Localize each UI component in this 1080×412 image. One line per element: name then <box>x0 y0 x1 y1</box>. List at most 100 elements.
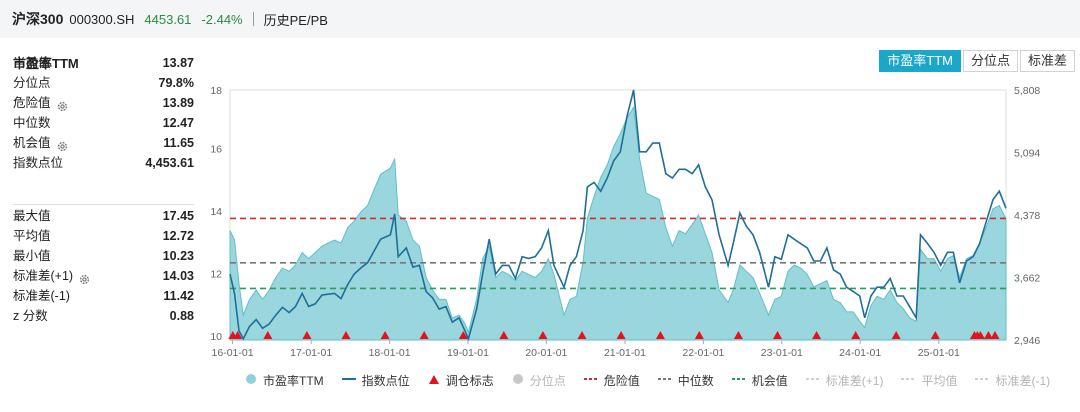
legend-label: 分位点 <box>529 374 566 388</box>
x-tick-label: 21-01-01 <box>604 347 646 359</box>
legend-symbol-icon <box>341 373 356 388</box>
y-right-tick-label: 5,808 <box>1014 85 1040 97</box>
stat-row: 当前值 13.87 <box>13 53 194 73</box>
stat-row: 标准差(+1) 14.03 <box>13 266 194 286</box>
rebalance-marker <box>694 331 704 339</box>
stat-label-text: z 分数 <box>13 309 48 323</box>
legend-item[interactable]: 平均值 <box>901 372 957 389</box>
tab-percentile[interactable]: 分位点 <box>962 50 1018 72</box>
stat-label-text: 分位点 <box>13 76 51 90</box>
stat-value: 12.72 <box>162 229 194 243</box>
pe-chart: 10 12 14 16 18 2,946 3,662 4,378 5,094 5,808 16-01… <box>210 85 1040 359</box>
tab-std-dev[interactable]: 标准差 <box>1019 50 1075 72</box>
y-right-tick-label: 4,378 <box>1014 210 1040 222</box>
stat-row: 最大值 17.45 <box>13 206 194 226</box>
tab-pe-ttm[interactable]: 市盈率TTM <box>879 50 961 72</box>
legend-symbol-icon <box>245 373 257 388</box>
y-right-tick-label: 2,946 <box>1014 335 1040 347</box>
header-bar: 沪深300 000300.SH 4453.61 -2.44% 历史PE/PB <box>0 0 1080 38</box>
stat-row: 中位数 12.47 <box>13 113 194 133</box>
rebalance-marker <box>233 331 243 339</box>
stat-label-text: 最大值 <box>13 209 51 223</box>
stat-label: 平均值 <box>13 226 51 246</box>
x-tick-label: 20-01-01 <box>525 347 567 359</box>
stat-label-text: 危险值 <box>13 96 51 110</box>
index-level-line <box>229 89 1007 342</box>
stat-value: 10.23 <box>162 249 194 263</box>
legend-item[interactable]: 危险值 <box>583 372 640 389</box>
stat-label: 机会值 <box>13 133 68 153</box>
x-tick-label: 25-01-01 <box>918 347 960 359</box>
legend-symbol-icon <box>583 373 598 388</box>
stat-value: 11.42 <box>163 289 194 303</box>
settings-gear-icon[interactable] <box>79 271 90 284</box>
stat-value: 12.47 <box>162 116 194 130</box>
legend-label: 中位数 <box>677 374 714 388</box>
x-tick-label: 17-01-01 <box>290 347 332 359</box>
legend-symbol-icon <box>975 373 990 388</box>
settings-gear-icon[interactable] <box>57 138 68 151</box>
stat-label-text: 中位数 <box>13 116 51 130</box>
stat-value: 11.65 <box>163 136 194 150</box>
stat-label: z 分数 <box>13 306 48 326</box>
legend-item[interactable]: 标准差(+1) <box>805 372 884 389</box>
stat-label: 标准差(-1) <box>13 286 70 306</box>
rebalance-marker <box>930 331 940 339</box>
y-left-tick-label: 14 <box>210 206 222 218</box>
legend-label: 调仓标志 <box>445 374 494 388</box>
legend-item[interactable]: 指数点位 <box>341 372 410 389</box>
legend-item[interactable]: 机会值 <box>731 372 788 389</box>
settings-gear-icon[interactable] <box>57 98 68 111</box>
rebalance-marker <box>851 331 861 339</box>
legend-symbol-icon <box>512 373 524 388</box>
legend-item[interactable]: 分位点 <box>512 372 566 389</box>
index-price: 4453.61 <box>144 11 192 27</box>
stat-value: 79.8% <box>158 76 194 90</box>
legend-label: 危险值 <box>603 374 640 388</box>
stat-row: 危险值 13.89 <box>13 93 194 113</box>
stat-value: 13.87 <box>162 56 194 70</box>
stat-row: 最小值 10.23 <box>13 246 194 266</box>
stat-label-text: 最小值 <box>13 249 51 263</box>
stat-row: 机会值 11.65 <box>13 133 194 153</box>
stat-value: 4,453.61 <box>145 156 194 170</box>
legend-label: 标准差(+1) <box>825 374 884 388</box>
x-tick-label: 18-01-01 <box>369 347 411 359</box>
stat-row: 分位点 79.8% <box>13 73 194 93</box>
index-name: 沪深300 <box>12 11 64 27</box>
y-right-tick-label: 5,094 <box>1014 147 1040 159</box>
stat-label: 最小值 <box>13 246 51 266</box>
legend-label: 标准差(-1) <box>995 374 1051 388</box>
legend-item[interactable]: 标准差(-1) <box>975 372 1050 389</box>
stat-value: 14.03 <box>162 269 194 283</box>
stat-value: 13.89 <box>162 96 194 110</box>
stat-row: 指数点位 4,453.61 <box>13 153 194 173</box>
legend-label: 指数点位 <box>361 374 410 388</box>
rebalance-marker <box>616 331 626 339</box>
stat-label: 危险值 <box>13 93 68 113</box>
y-left-tick-label: 10 <box>210 331 222 343</box>
x-tick-label: 22-01-01 <box>682 347 724 359</box>
rebalance-marker <box>812 331 822 339</box>
stat-label: 当前值 <box>13 53 51 73</box>
legend-item[interactable]: 调仓标志 <box>428 372 494 389</box>
rebalance-marker <box>341 331 351 339</box>
stat-label: 标准差(+1) <box>13 266 90 286</box>
rebalance-marker <box>975 331 985 339</box>
stat-label-text: 当前值 <box>13 56 51 70</box>
stat-row: z 分数 0.88 <box>13 306 194 326</box>
legend-item[interactable]: 中位数 <box>657 372 714 389</box>
legend-label: 平均值 <box>921 374 958 388</box>
x-tick-label: 19-01-01 <box>447 347 489 359</box>
y-left-tick-label: 18 <box>210 85 222 97</box>
legend-symbol-icon <box>805 373 820 388</box>
stat-label: 指数点位 <box>13 153 63 173</box>
rebalance-marker <box>577 331 587 339</box>
index-code: 000300.SH <box>69 11 135 27</box>
section-link[interactable]: 历史PE/PB <box>263 12 328 28</box>
legend-item[interactable]: 市盈率TTM <box>245 372 324 389</box>
legend-symbol-icon <box>428 373 440 388</box>
stat-value: 17.45 <box>162 209 194 223</box>
x-tick-label: 23-01-01 <box>761 347 803 359</box>
stat-label-text: 标准差(+1) <box>13 269 74 283</box>
